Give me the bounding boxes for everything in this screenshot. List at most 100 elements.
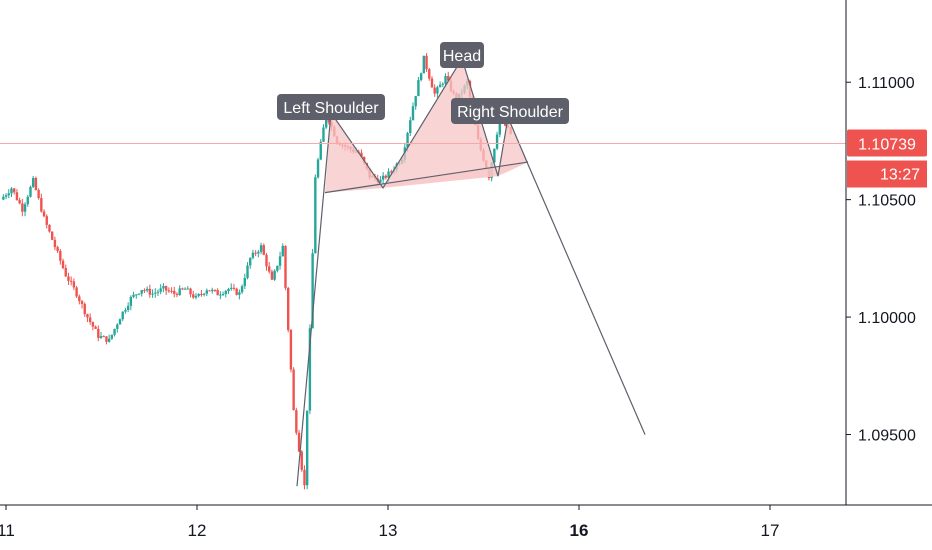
candle-body: [438, 84, 442, 88]
candle-body: [230, 287, 233, 289]
candle-body: [159, 288, 162, 292]
candle-body: [308, 328, 312, 411]
candle-body: [64, 268, 67, 277]
candle-body: [436, 87, 439, 94]
neckline: [324, 161, 529, 194]
candle-body: [493, 148, 496, 163]
candle-body: [29, 186, 32, 197]
candle-body: [324, 114, 328, 128]
candle-body: [162, 286, 165, 289]
candle-body: [411, 106, 415, 121]
candle-body: [4, 195, 8, 197]
candle-body: [34, 178, 38, 190]
head-label: Head: [440, 42, 484, 68]
head-label-box: [440, 42, 484, 68]
candle-body: [360, 152, 363, 157]
candle-body: [170, 290, 173, 292]
candle-body: [281, 245, 284, 257]
candle-body: [289, 329, 293, 370]
right-shoulder-label-box: [451, 98, 569, 124]
candle-body: [314, 177, 317, 254]
candle-body: [124, 309, 127, 312]
candle-body: [13, 188, 16, 193]
candle-body: [409, 120, 412, 134]
candle-body: [262, 245, 265, 255]
candle-body: [59, 251, 62, 261]
candle-body: [305, 410, 309, 486]
candle-body: [173, 290, 176, 294]
candle-body: [48, 224, 51, 232]
candle-body: [145, 288, 149, 291]
candle-body: [42, 211, 46, 217]
y-tick-label: 1.10000: [858, 310, 916, 327]
candle-body: [118, 319, 122, 325]
candle-body: [292, 369, 295, 411]
candle-body: [129, 296, 133, 306]
candle-body: [205, 290, 209, 294]
candle-body: [75, 287, 78, 297]
candle-body: [311, 253, 314, 329]
candle-body: [91, 322, 95, 327]
countdown-label: 13:27: [880, 167, 920, 184]
candle-body: [50, 231, 54, 240]
candle-body: [419, 73, 423, 81]
candle-body: [148, 288, 152, 295]
candle-body: [286, 287, 290, 330]
candle-body: [422, 55, 426, 74]
candle-body: [278, 256, 282, 266]
candle-body: [249, 257, 252, 266]
candle-body: [154, 292, 157, 294]
candle-body: [498, 117, 501, 135]
candle-body: [67, 276, 70, 281]
candle-body: [102, 336, 105, 338]
candle-body: [390, 171, 393, 173]
candle-body: [284, 245, 287, 288]
candle-body: [97, 328, 100, 338]
candle-body: [213, 289, 217, 291]
left-shoulder-label-text: Left Shoulder: [283, 100, 379, 117]
candle-body: [211, 289, 214, 292]
pattern-layer: Left Shoulder Head Right Shoulder: [277, 42, 646, 487]
candle-body: [273, 270, 276, 280]
candle-body: [69, 280, 73, 282]
candle-body: [86, 314, 89, 318]
candle-body: [406, 133, 409, 148]
candle-body: [300, 451, 303, 470]
candle-body: [444, 75, 447, 84]
candle-body: [31, 178, 35, 187]
candle-body: [208, 290, 211, 292]
candle-body: [425, 55, 428, 70]
candle-body: [246, 265, 249, 278]
candle-body: [7, 193, 10, 196]
candle-body: [235, 288, 238, 295]
candle-body: [45, 216, 48, 225]
candle-body: [268, 266, 271, 272]
candle-body: [21, 203, 24, 212]
candle-body: [140, 290, 143, 294]
x-tick-label: 13: [379, 521, 398, 540]
candle-body: [132, 294, 135, 297]
candle-body: [137, 293, 141, 295]
price-axis[interactable]: 1.09500 1.10000 1.10500 1.11000 1.10739 13:…: [845, 0, 927, 505]
time-axis[interactable]: 11 12 13 16 17: [0, 504, 932, 540]
candle-body: [126, 305, 130, 310]
y-tick-group: 1.09500 1.10000 1.10500 1.11000: [846, 75, 916, 445]
candle-body: [216, 290, 219, 296]
candle-body: [227, 288, 230, 291]
candle-body: [219, 294, 222, 296]
candle-body: [495, 134, 499, 149]
x-tick-label: 17: [761, 521, 780, 540]
candle-body: [88, 317, 92, 323]
candle-body: [387, 171, 390, 178]
candle-body: [243, 277, 246, 287]
candle-body: [295, 410, 298, 433]
candle-body: [428, 69, 431, 79]
candle-body: [265, 254, 268, 267]
candle-body: [80, 301, 84, 304]
candle-body: [10, 188, 13, 194]
countdown-badge-box: [847, 160, 927, 188]
x-tick-label: 12: [188, 521, 207, 540]
candle-body: [316, 159, 320, 178]
candle-body: [322, 127, 325, 142]
